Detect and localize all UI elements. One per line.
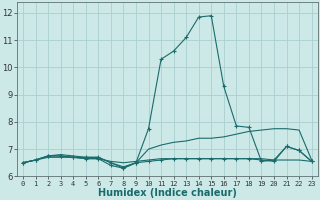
X-axis label: Humidex (Indice chaleur): Humidex (Indice chaleur) <box>98 188 237 198</box>
